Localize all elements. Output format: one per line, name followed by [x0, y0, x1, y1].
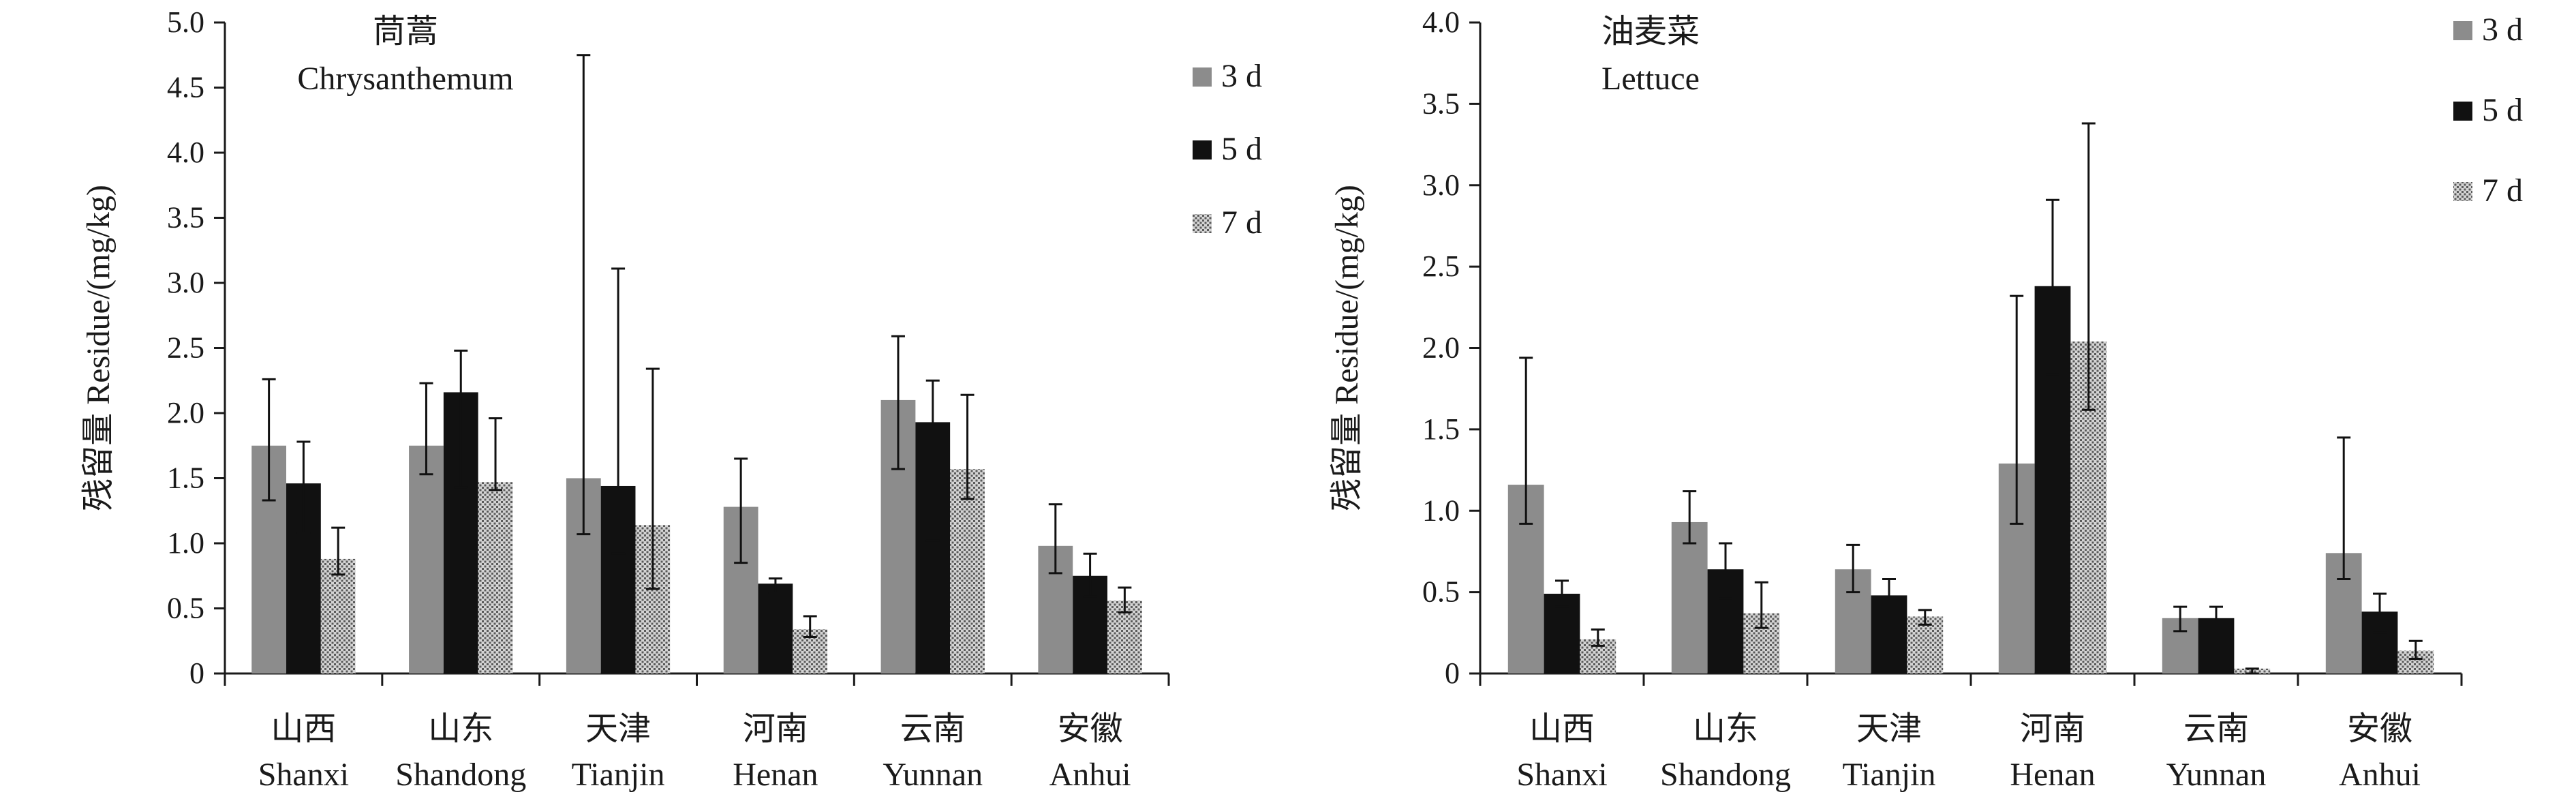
legend: 3 d 5 d 7 d — [1193, 58, 1262, 241]
x-category-label-en: Anhui — [1049, 757, 1131, 793]
chart-title-cn: 油麦菜 — [1601, 14, 1700, 50]
x-category-label-en: Shandong — [1660, 757, 1791, 793]
bar-5d-henan — [758, 584, 793, 673]
bar-3d-shandong — [409, 445, 444, 673]
y-tick-label: 3.0 — [167, 266, 204, 299]
bar-3d-shandong — [1671, 521, 1708, 673]
x-category-label-cn: 天津 — [1856, 711, 1922, 747]
x-category-label-cn: 山东 — [1693, 711, 1758, 747]
legend-swatch-7d — [2453, 182, 2472, 201]
x-category-label-en: Anhui — [2339, 757, 2421, 793]
x-category-label-en: Henan — [733, 757, 818, 793]
y-tick-label: 4.0 — [1422, 5, 1460, 39]
x-category-label-cn: 山西 — [1529, 711, 1595, 747]
y-tick-label: 3.5 — [167, 201, 204, 234]
y-tick-label: 1.5 — [1422, 412, 1460, 446]
y-tick-label: 1.0 — [167, 526, 204, 560]
x-category-label-en: Henan — [2010, 757, 2095, 793]
legend-label: 3 d — [1221, 58, 1262, 94]
legend-label: 7 d — [1221, 204, 1262, 241]
y-tick-label: 2.5 — [167, 331, 204, 365]
y-tick-label: 1.5 — [167, 461, 204, 495]
y-tick-label: 2.0 — [167, 396, 204, 429]
bar-7d-shanxi — [320, 558, 356, 673]
bar-7d-shandong — [478, 482, 513, 673]
bar-7d-tianjin — [1907, 616, 1944, 673]
x-category-label-cn: 河南 — [743, 711, 808, 747]
legend-label: 5 d — [1221, 131, 1262, 167]
x-category-label-cn: 云南 — [2183, 711, 2249, 747]
chart-panel-1: 0 0.5 1.0 1.5 2.0 2.5 3.0 3.5 4.0 4.5 5.0 残留量 Resid… — [80, 5, 1262, 793]
y-tick-label: 2.5 — [1422, 249, 1460, 283]
legend-swatch-3d — [2453, 21, 2472, 40]
x-category-label-cn: 山西 — [271, 711, 336, 747]
x-category-label-en: Yunnan — [2166, 757, 2267, 793]
x-category-label-en: Shandong — [395, 757, 526, 793]
y-axis-title: 残留量 Residue/(mg/kg) — [80, 185, 117, 511]
y-tick-label: 0.5 — [167, 592, 204, 625]
y-tick-label: 0 — [189, 656, 204, 690]
y-tick-label: 4.0 — [167, 136, 204, 169]
chart-panel-2: 0 0.5 1.0 1.5 2.0 2.5 3.0 3.5 4.0 残留量 Residue/(mg… — [1329, 5, 2523, 793]
x-category-label-en: Tianjin — [1843, 757, 1936, 793]
legend-label: 5 d — [2482, 92, 2523, 128]
chart-title-en: Lettuce — [1601, 61, 1700, 97]
x-category-label-cn: 天津 — [585, 711, 651, 747]
x-category-label-cn: 山东 — [428, 711, 493, 747]
legend-swatch-5d — [1193, 140, 1212, 160]
y-tick-label: 3.5 — [1422, 87, 1460, 120]
x-category-label-cn: 安徽 — [1058, 711, 1123, 747]
y-tick-label: 2.0 — [1422, 331, 1460, 365]
legend-swatch-5d — [2453, 102, 2472, 121]
y-tick-label: 0 — [1445, 656, 1460, 690]
legend-swatch-3d — [1193, 67, 1212, 87]
x-category-label-cn: 安徽 — [2347, 711, 2412, 747]
y-tick-label: 1.0 — [1422, 494, 1460, 527]
chart-title-en: Chrysanthemum — [297, 61, 513, 97]
y-tick-label: 5.0 — [167, 5, 204, 39]
x-category-label-en: Tianjin — [572, 757, 665, 793]
y-axis-title: 残留量 Residue/(mg/kg) — [1329, 185, 1365, 511]
legend-swatch-7d — [1193, 214, 1212, 233]
y-tick-label: 4.5 — [167, 71, 204, 104]
chart-title-cn: 茼蒿 — [373, 14, 438, 50]
bar-7d-yunnan — [950, 469, 985, 673]
y-tick-label: 3.0 — [1422, 168, 1460, 202]
x-category-label-en: Yunnan — [883, 757, 983, 793]
x-category-label-en: Shanxi — [1516, 757, 1607, 793]
legend-label: 3 d — [2482, 12, 2523, 48]
x-category-label-cn: 河南 — [2020, 711, 2085, 747]
y-tick-label: 0.5 — [1422, 575, 1460, 609]
legend: 3 d 5 d 7 d — [2453, 12, 2523, 209]
x-category-label-cn: 云南 — [900, 711, 966, 747]
legend-label: 7 d — [2482, 172, 2523, 209]
x-category-label-en: Shanxi — [258, 757, 349, 793]
